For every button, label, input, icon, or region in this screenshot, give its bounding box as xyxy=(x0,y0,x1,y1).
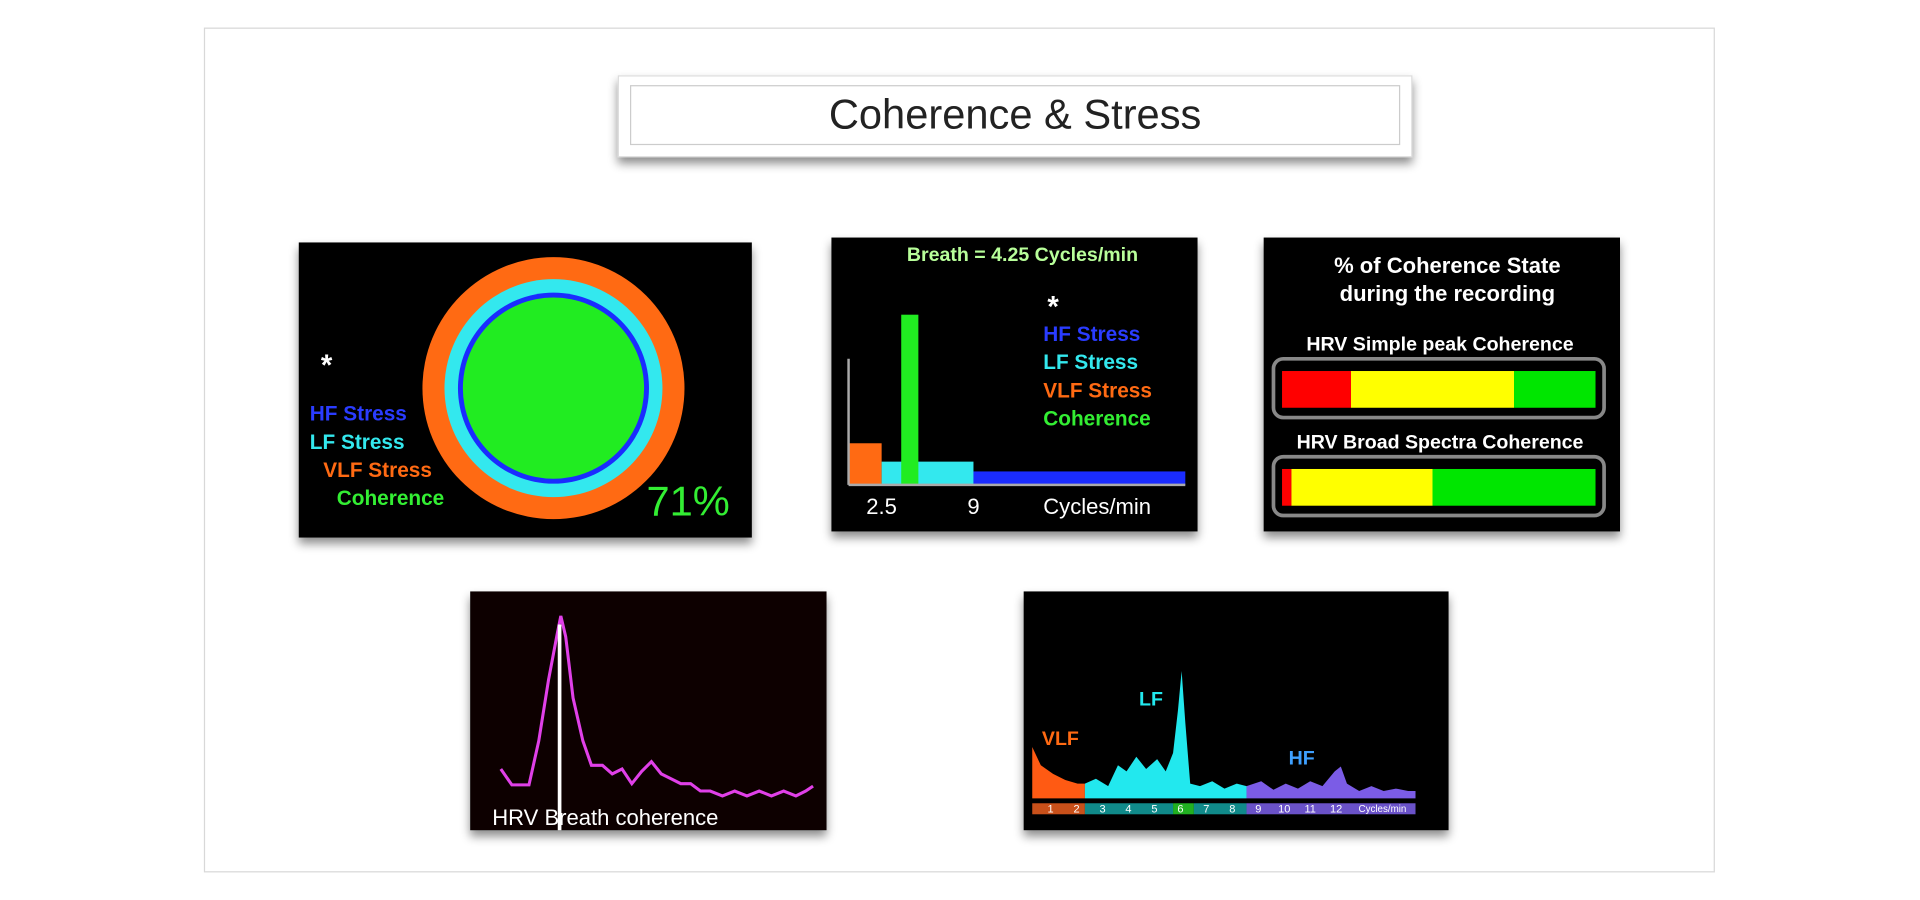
tick-label: 1 xyxy=(1048,803,1054,815)
tick-label: 4 xyxy=(1125,803,1131,815)
legend-coherence: Coherence xyxy=(337,487,445,510)
axis-label: 9 xyxy=(967,494,979,519)
band-label: HF xyxy=(1289,747,1315,769)
title: Coherence & Stress xyxy=(829,91,1202,138)
meter-segment xyxy=(1432,468,1596,506)
band-label: VLF xyxy=(1042,728,1079,750)
panel-title: during the recording xyxy=(1340,281,1555,306)
axis-band xyxy=(1246,803,1416,815)
axis-label: 2.5 xyxy=(866,494,897,519)
axis-band xyxy=(1173,803,1194,815)
score: 71% xyxy=(646,477,729,524)
tick-label: 11 xyxy=(1304,803,1315,815)
tick-label: 3 xyxy=(1099,803,1105,815)
ring-panel: * HF Stress LF Stress VLF Stress Coheren… xyxy=(298,242,752,538)
area-lf xyxy=(1084,671,1247,799)
tick-label: 10 xyxy=(1278,803,1290,815)
state-panel: % of Coherence State during the recordin… xyxy=(1263,237,1620,532)
tick-label: 5 xyxy=(1151,803,1157,815)
legend-hf: HF Stress xyxy=(310,403,407,426)
panel-bg xyxy=(470,591,827,831)
asterisk: * xyxy=(1047,290,1059,323)
title-inner xyxy=(630,85,1401,146)
meter-segment xyxy=(1514,371,1596,408)
bar-coherence xyxy=(901,314,919,485)
bar-lf xyxy=(881,461,974,485)
tick-label: 9 xyxy=(1255,803,1261,815)
meter-label: HRV Broad Spectra Coherence xyxy=(1297,431,1584,453)
bar-hf xyxy=(973,471,1186,485)
meter-segment xyxy=(1351,371,1515,408)
caption: HRV Breath coherence xyxy=(492,805,718,830)
tick-label: 2 xyxy=(1074,803,1080,815)
asterisk: * xyxy=(321,349,333,382)
tick-label: 12 xyxy=(1330,803,1342,815)
breath-curve-panel: HRV Breath coherence xyxy=(470,591,827,831)
legend-vlf: VLF Stress xyxy=(1043,379,1152,402)
breath-panel: Breath = 4.25 Cycles/min * HF Stress LF … xyxy=(831,237,1198,532)
band-label: LF xyxy=(1139,689,1163,711)
tick-label: 6 xyxy=(1177,803,1183,815)
legend-hf: HF Stress xyxy=(1043,323,1140,346)
meter-segment xyxy=(1291,468,1433,506)
bar-vlf xyxy=(848,443,882,485)
legend-coherence: Coherence xyxy=(1043,408,1151,431)
area-vlf xyxy=(1032,746,1085,799)
legend-lf: LF Stress xyxy=(310,431,405,454)
area-hf xyxy=(1246,766,1416,799)
legend-vlf: VLF Stress xyxy=(323,459,432,482)
legend-lf: LF Stress xyxy=(1043,351,1138,374)
meter-label: HRV Simple peak Coherence xyxy=(1306,333,1573,355)
tick-label: 7 xyxy=(1203,803,1209,815)
tick-label: Cycles/min xyxy=(1359,804,1407,815)
axis-label: Cycles/min xyxy=(1043,494,1151,519)
tick-label: 8 xyxy=(1229,803,1235,815)
axis-band xyxy=(1084,803,1174,815)
meter-segment xyxy=(1282,468,1292,506)
panel-title: % of Coherence State xyxy=(1334,253,1560,278)
panel-title: Breath = 4.25 Cycles/min xyxy=(907,244,1138,266)
axis-band xyxy=(1193,803,1247,815)
spectrum-panel: VLF LF HF 1 2 3 4 5 6 7 8 9 10 11 12 Cycles/min xyxy=(1023,591,1449,831)
axis-band xyxy=(1032,803,1085,815)
ring-coherence xyxy=(462,297,645,479)
meter-segment xyxy=(1282,371,1352,408)
